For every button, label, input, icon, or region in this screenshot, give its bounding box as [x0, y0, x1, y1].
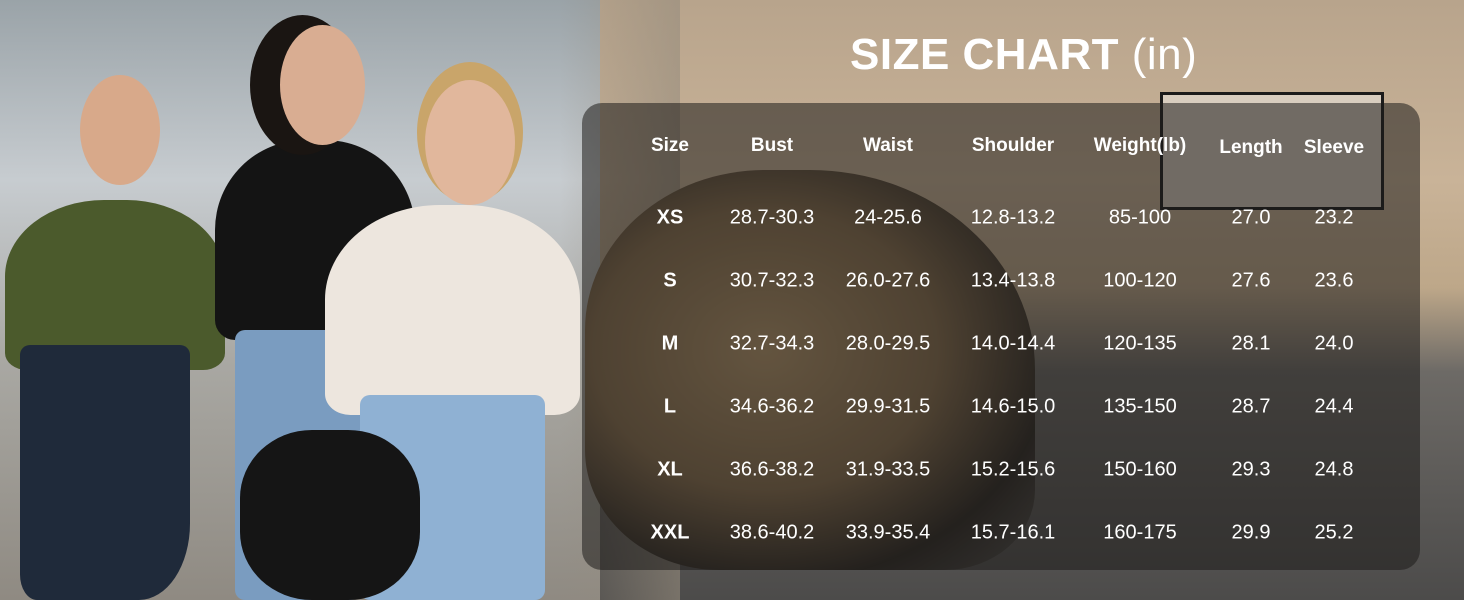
cell-shoulder: 12.8-13.2 [970, 206, 1056, 229]
title-unit: (in) [1131, 30, 1198, 79]
cell-sleeve: 25.2 [1314, 521, 1354, 544]
cell-bust: 34.6-36.2 [729, 395, 815, 418]
cell-length: 29.3 [1231, 458, 1271, 481]
cell-waist: 24-25.6 [854, 206, 922, 229]
cell-size: XS [656, 206, 684, 229]
header-weight: Weight(lb) [1093, 135, 1187, 156]
cell-sleeve: 24.4 [1314, 395, 1354, 418]
cell-size: S [663, 269, 677, 292]
cell-weight: 150-160 [1103, 458, 1177, 481]
cell-waist: 31.9-33.5 [845, 458, 931, 481]
cell-size: XL [657, 458, 683, 481]
cell-sleeve: 23.6 [1314, 269, 1354, 292]
cell-length: 28.1 [1231, 332, 1271, 355]
cell-waist: 33.9-35.4 [845, 521, 931, 544]
cell-bust: 28.7-30.3 [729, 206, 815, 229]
header-sleeve: Sleeve [1303, 137, 1365, 158]
cell-waist: 26.0-27.6 [845, 269, 931, 292]
header-length: Length [1219, 137, 1283, 158]
cell-shoulder: 15.2-15.6 [970, 458, 1056, 481]
cell-weight: 100-120 [1103, 269, 1177, 292]
cell-bust: 32.7-34.3 [729, 332, 815, 355]
header-waist: Waist [863, 135, 913, 156]
cell-size: XXL [650, 521, 690, 544]
cell-shoulder: 14.0-14.4 [970, 332, 1056, 355]
cell-length: 27.0 [1231, 206, 1271, 229]
cell-length: 28.7 [1231, 395, 1271, 418]
size-chart-panel [582, 103, 1420, 570]
cell-sleeve: 24.0 [1314, 332, 1354, 355]
cell-sleeve: 24.8 [1314, 458, 1354, 481]
cell-weight: 120-135 [1103, 332, 1177, 355]
cell-shoulder: 13.4-13.8 [970, 269, 1056, 292]
title-text: SIZE CHART [850, 30, 1119, 79]
cell-bust: 36.6-38.2 [729, 458, 815, 481]
cell-size: L [663, 395, 677, 418]
cell-waist: 29.9-31.5 [845, 395, 931, 418]
cell-weight: 85-100 [1108, 206, 1172, 229]
cell-sleeve: 23.2 [1314, 206, 1354, 229]
cell-shoulder: 14.6-15.0 [970, 395, 1056, 418]
cell-size: M [661, 332, 679, 355]
cell-bust: 38.6-40.2 [729, 521, 815, 544]
header-size: Size [650, 135, 690, 156]
size-chart-title: SIZE CHART (in) [850, 30, 1197, 80]
header-bust: Bust [750, 135, 794, 156]
header-shoulder: Shoulder [971, 135, 1055, 156]
cell-weight: 160-175 [1103, 521, 1177, 544]
cell-shoulder: 15.7-16.1 [970, 521, 1056, 544]
cell-waist: 28.0-29.5 [845, 332, 931, 355]
cell-weight: 135-150 [1103, 395, 1177, 418]
cell-length: 29.9 [1231, 521, 1271, 544]
cell-length: 27.6 [1231, 269, 1271, 292]
cell-bust: 30.7-32.3 [729, 269, 815, 292]
